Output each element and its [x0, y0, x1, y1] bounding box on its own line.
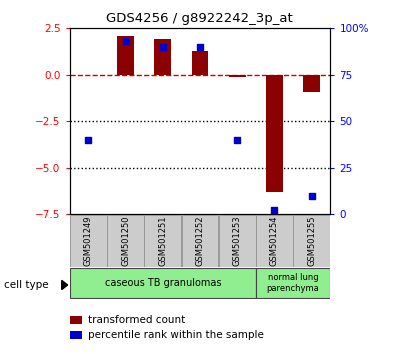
Bar: [303, 75, 320, 92]
FancyBboxPatch shape: [181, 215, 219, 267]
Text: GSM501253: GSM501253: [233, 215, 242, 266]
Polygon shape: [62, 280, 68, 290]
FancyBboxPatch shape: [256, 268, 330, 298]
FancyBboxPatch shape: [70, 215, 107, 267]
Text: GDS4256 / g8922242_3p_at: GDS4256 / g8922242_3p_at: [105, 12, 293, 25]
FancyBboxPatch shape: [293, 215, 330, 267]
Text: transformed count: transformed count: [88, 315, 185, 325]
Text: GSM501250: GSM501250: [121, 216, 130, 266]
Point: [234, 137, 240, 143]
FancyBboxPatch shape: [107, 215, 144, 267]
Point: [197, 44, 203, 50]
Bar: [266, 75, 283, 192]
FancyBboxPatch shape: [256, 215, 293, 267]
Text: GSM501251: GSM501251: [158, 216, 167, 266]
Text: GSM501252: GSM501252: [195, 216, 205, 266]
Bar: [154, 40, 171, 75]
Bar: [191, 51, 209, 75]
FancyBboxPatch shape: [219, 215, 256, 267]
Point: [85, 137, 92, 143]
Text: GSM501249: GSM501249: [84, 216, 93, 266]
Text: cell type: cell type: [4, 280, 49, 290]
Text: percentile rank within the sample: percentile rank within the sample: [88, 330, 263, 340]
Point: [122, 39, 129, 44]
Bar: [229, 75, 246, 77]
FancyBboxPatch shape: [144, 215, 181, 267]
Bar: [117, 36, 134, 75]
Point: [160, 44, 166, 50]
Point: [308, 193, 315, 199]
Text: GSM501254: GSM501254: [270, 216, 279, 266]
Text: caseous TB granulomas: caseous TB granulomas: [105, 278, 221, 288]
Text: GSM501255: GSM501255: [307, 216, 316, 266]
FancyBboxPatch shape: [70, 268, 256, 298]
Point: [271, 207, 278, 213]
Text: normal lung
parenchyma: normal lung parenchyma: [267, 274, 320, 293]
